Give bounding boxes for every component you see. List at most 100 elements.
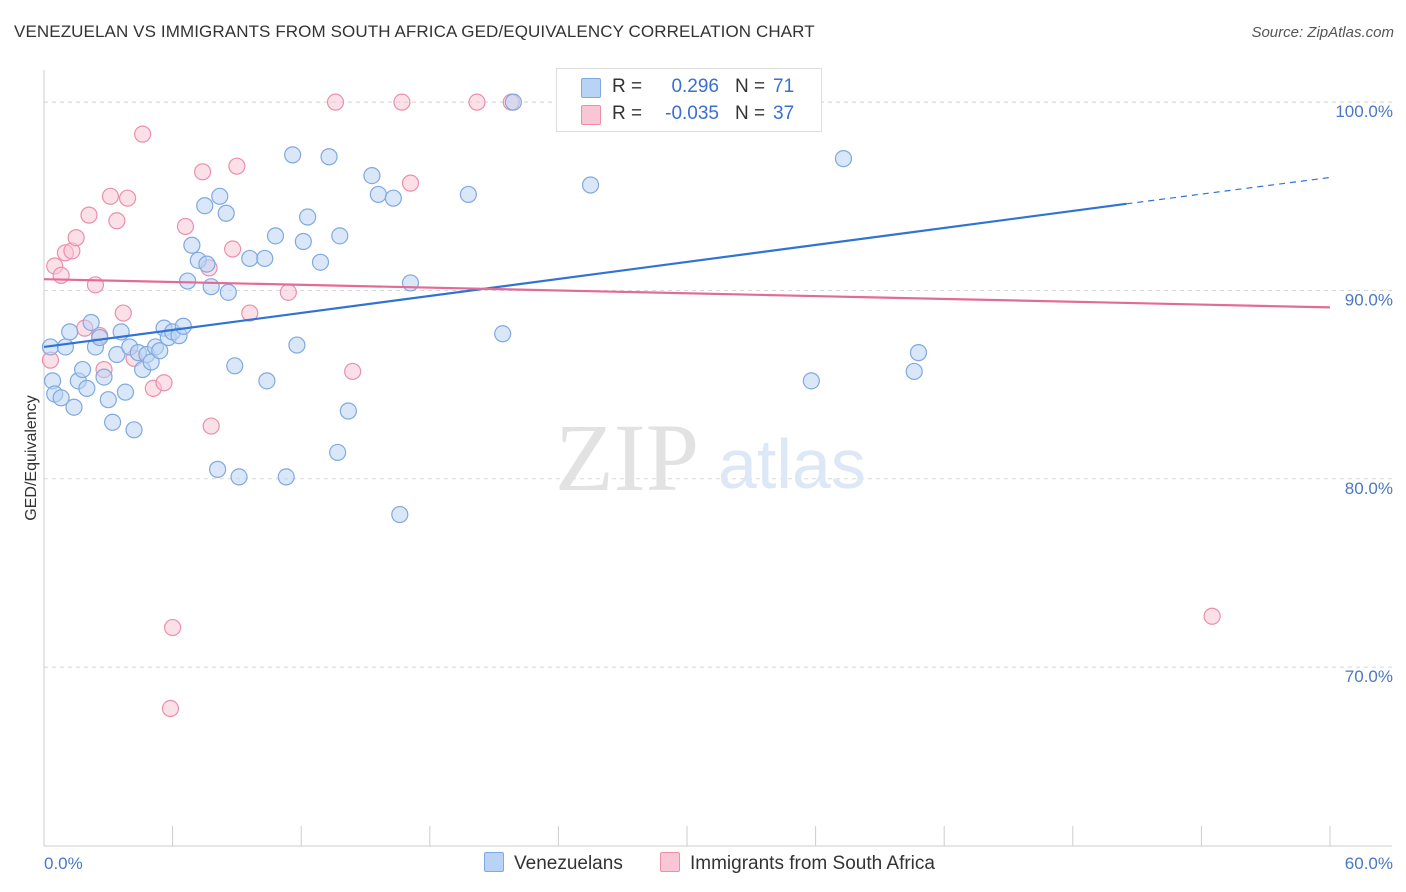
y-tick-label: 70.0% — [1345, 667, 1393, 686]
bottom-legend-swatch-blue — [484, 852, 504, 872]
legend-r-value: -0.035 — [665, 103, 719, 124]
point-venezuelans — [125, 421, 143, 439]
point-venezuelans — [183, 236, 201, 254]
point-venezuelans — [103, 413, 122, 431]
bottom-legend-south-africa: Immigrants from South Africa — [660, 852, 935, 875]
point-venezuelans — [581, 176, 600, 194]
point-venezuelans — [52, 389, 70, 407]
point-venezuelans — [174, 317, 192, 335]
series-venezuelans-points — [41, 93, 928, 524]
point-venezuelans — [151, 342, 169, 360]
y-tick-label: 90.0% — [1345, 290, 1393, 309]
watermark: ZIP atlas — [555, 404, 866, 511]
legend-row-south-africa: R = -0.035 N = 37 — [557, 101, 821, 127]
point-venezuelans — [196, 197, 214, 215]
point-venezuelans — [391, 505, 409, 524]
point-venezuelans — [179, 272, 197, 290]
legend-r-value: 0.296 — [671, 76, 719, 97]
point-venezuelans — [905, 362, 923, 381]
point-south-africa — [118, 189, 137, 207]
point-south-africa — [176, 217, 195, 236]
point-venezuelans — [363, 166, 381, 185]
point-south-africa — [393, 93, 411, 111]
point-venezuelans — [209, 460, 227, 478]
legend-n-value: 37 — [773, 103, 795, 124]
watermark-zip: ZIP — [555, 404, 699, 511]
point-venezuelans — [202, 278, 220, 296]
point-south-africa — [67, 229, 85, 247]
point-venezuelans — [65, 398, 83, 416]
point-venezuelans — [320, 148, 338, 166]
point-venezuelans — [78, 379, 96, 397]
y-tick-label: 80.0% — [1345, 479, 1393, 498]
point-venezuelans — [266, 227, 285, 245]
point-south-africa — [468, 93, 486, 111]
source-label: Source: ZipAtlas.com — [1251, 24, 1394, 41]
point-venezuelans — [802, 372, 820, 390]
point-venezuelans — [277, 468, 295, 486]
point-venezuelans — [241, 249, 259, 268]
point-venezuelans — [108, 345, 126, 364]
trend-line-venezuelans — [43, 202, 1127, 349]
point-venezuelans — [230, 468, 248, 486]
point-venezuelans — [219, 283, 237, 301]
point-venezuelans — [56, 338, 75, 356]
point-south-africa — [279, 283, 297, 301]
point-venezuelans — [91, 328, 109, 347]
point-venezuelans — [198, 255, 216, 273]
trend-line-south-africa — [43, 278, 1331, 309]
point-south-africa — [80, 206, 98, 224]
point-south-africa — [344, 362, 362, 381]
y-tick-label: 100.0% — [1335, 102, 1393, 121]
point-venezuelans — [401, 274, 420, 292]
bottom-legend-label: Immigrants from South Africa — [690, 853, 935, 874]
x-ticks — [43, 826, 1331, 846]
legend-r-label: R = — [612, 76, 643, 97]
point-south-africa — [202, 417, 220, 435]
point-venezuelans — [288, 336, 306, 354]
legend-n-label: N = — [735, 103, 766, 124]
x-tick-label-min: 0.0% — [44, 854, 83, 873]
legend-r-label: R = — [612, 103, 643, 124]
trend-line-venezuelans-projection — [1126, 176, 1331, 205]
point-venezuelans — [99, 391, 117, 409]
point-south-africa — [224, 240, 242, 258]
point-venezuelans — [226, 357, 244, 375]
bottom-legend-venezuelans: Venezuelans — [484, 852, 623, 875]
point-south-africa — [326, 93, 345, 111]
point-venezuelans — [258, 372, 276, 390]
point-south-africa — [194, 163, 212, 181]
point-south-africa — [101, 187, 120, 205]
point-south-africa — [155, 374, 173, 392]
watermark-atlas: atlas — [718, 425, 866, 503]
bottom-legend-label: Venezuelans — [514, 853, 623, 874]
correlation-legend: R = 0.296 N = 71 R = -0.035 N = 37 — [556, 68, 822, 132]
point-south-africa — [241, 304, 259, 322]
point-venezuelans — [256, 249, 274, 268]
point-venezuelans — [504, 93, 522, 111]
point-south-africa — [1203, 607, 1221, 625]
point-venezuelans — [909, 344, 928, 362]
legend-row-venezuelans: R = 0.296 N = 71 — [557, 74, 821, 100]
point-venezuelans — [369, 185, 387, 204]
point-venezuelans — [311, 253, 330, 271]
point-venezuelans — [494, 325, 512, 343]
point-venezuelans — [211, 187, 229, 205]
point-south-africa — [114, 304, 132, 322]
point-venezuelans — [284, 146, 302, 164]
point-south-africa — [52, 266, 70, 284]
point-south-africa — [108, 212, 126, 230]
point-south-africa — [228, 157, 246, 175]
point-south-africa — [401, 174, 420, 192]
y-tick-labels: 70.0% 80.0% 90.0% 100.0% — [1335, 102, 1393, 686]
y-axis-title: GED/Equivalency — [23, 395, 40, 520]
point-venezuelans — [834, 150, 853, 168]
point-venezuelans — [116, 383, 135, 401]
point-venezuelans — [82, 313, 100, 332]
series-south-africa-points — [41, 93, 1221, 718]
point-south-africa — [161, 699, 180, 718]
bottom-legend-swatch-pink — [660, 852, 680, 872]
x-tick-label-max: 60.0% — [1345, 854, 1393, 873]
point-venezuelans — [459, 185, 477, 204]
point-venezuelans — [329, 443, 347, 462]
